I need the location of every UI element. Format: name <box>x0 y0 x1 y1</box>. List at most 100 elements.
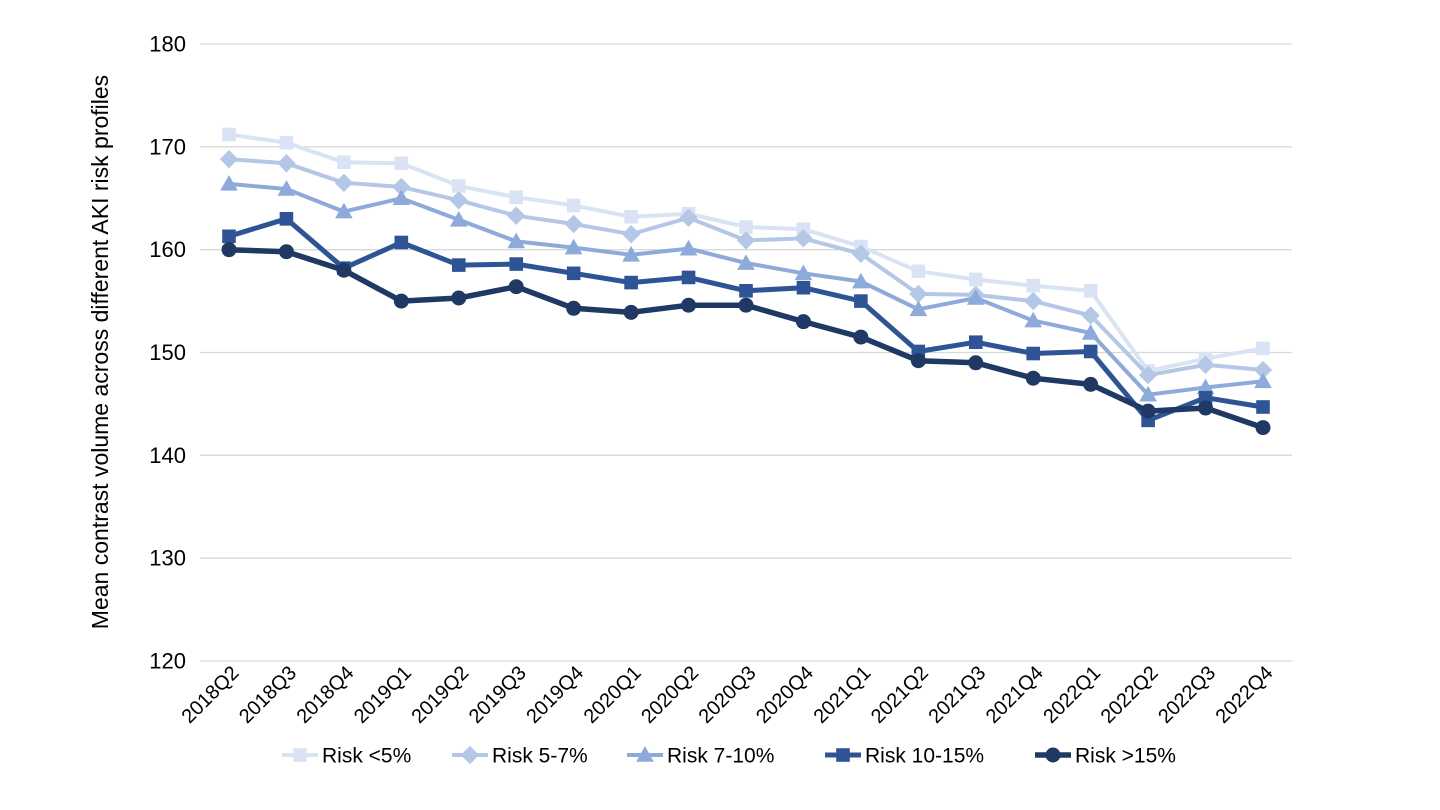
marker-diamond <box>392 177 411 197</box>
marker-triangle <box>1196 378 1215 395</box>
marker-circle <box>968 355 984 371</box>
marker-square <box>1256 400 1270 414</box>
marker-triangle <box>636 746 654 762</box>
marker-circle <box>853 329 869 345</box>
marker-square <box>968 335 983 350</box>
marker-square <box>279 135 294 150</box>
marker-circle <box>1198 400 1214 416</box>
marker-circle <box>1255 420 1271 436</box>
x-label-2020Q2: 2020Q2 <box>637 662 703 728</box>
marker-triangle <box>622 245 640 262</box>
marker-circle <box>221 242 237 258</box>
legend-item-risk-7-10-: Risk 7-10% <box>627 745 774 768</box>
x-label-2020Q4: 2020Q4 <box>752 662 818 728</box>
legend: Risk <5% Risk 5-7% Risk 7-10% Risk 10-15% Ri… <box>282 745 1176 768</box>
marker-square <box>394 235 409 250</box>
x-label-2020Q1: 2020Q1 <box>580 662 646 728</box>
x-label-2021Q4: 2021Q4 <box>982 662 1048 728</box>
series-line <box>226 246 1266 431</box>
x-label-2020Q3: 2020Q3 <box>695 662 761 728</box>
y-tick-label-150: 150 <box>149 340 186 365</box>
legend-label: Risk 7-10% <box>667 745 774 768</box>
marker-diamond <box>219 149 239 169</box>
marker-triangle <box>1139 385 1157 402</box>
x-axis-labels: 2018Q22018Q32018Q42019Q12019Q22019Q32019… <box>178 662 1278 728</box>
x-label-2019Q4: 2019Q4 <box>522 662 588 728</box>
legend-item-risk-10-15-: Risk 10-15% <box>825 745 984 768</box>
marker-square <box>279 212 294 226</box>
legend-label: Risk 10-15% <box>865 745 984 768</box>
marker-square <box>337 155 351 170</box>
marker-square <box>293 748 307 762</box>
marker-square <box>509 257 524 271</box>
marker-triangle <box>392 189 411 206</box>
marker-circle <box>1045 747 1061 763</box>
marker-diamond <box>1138 365 1158 385</box>
marker-diamond <box>851 244 871 263</box>
marker-square <box>624 209 638 224</box>
marker-square <box>1198 390 1213 405</box>
marker-diamond <box>1196 355 1215 375</box>
marker-square <box>836 748 850 762</box>
marker-triangle <box>679 239 698 256</box>
legend-item-risk-15-: Risk >15% <box>1035 745 1176 768</box>
marker-square <box>624 275 638 290</box>
y-tick-label-130: 130 <box>149 546 186 571</box>
marker-circle <box>566 300 582 316</box>
marker-square <box>1026 278 1041 293</box>
marker-diamond <box>564 214 583 234</box>
marker-triangle <box>220 175 238 191</box>
x-label-2018Q4: 2018Q4 <box>293 662 359 728</box>
x-label-2022Q3: 2022Q3 <box>1154 662 1220 728</box>
marker-diamond <box>679 208 698 227</box>
marker-circle <box>795 314 811 330</box>
marker-diamond <box>334 173 354 193</box>
marker-diamond <box>460 745 480 765</box>
x-label-2018Q3: 2018Q3 <box>235 662 301 728</box>
x-label-2021Q2: 2021Q2 <box>867 662 933 728</box>
marker-square <box>1083 344 1098 359</box>
marker-circle <box>623 304 639 320</box>
x-label-2019Q1: 2019Q1 <box>350 662 416 728</box>
marker-triangle <box>449 211 468 227</box>
marker-diamond <box>621 225 641 244</box>
marker-square <box>739 284 753 298</box>
series-layer <box>219 127 1273 436</box>
marker-square <box>394 156 409 171</box>
marker-diamond <box>1253 360 1273 380</box>
marker-triangle <box>1254 372 1272 389</box>
marker-diamond <box>736 231 756 250</box>
marker-diamond <box>449 191 468 210</box>
marker-triangle <box>1081 324 1100 340</box>
marker-triangle <box>277 180 296 196</box>
marker-square <box>1026 346 1041 361</box>
marker-circle <box>1140 403 1156 419</box>
x-label-2022Q1: 2022Q1 <box>1039 662 1105 728</box>
marker-diamond <box>507 206 526 225</box>
marker-circle <box>1083 376 1099 392</box>
marker-square <box>451 179 466 193</box>
series-risk-7-10- <box>220 175 1272 402</box>
marker-square <box>509 190 524 205</box>
y-tick-label-160: 160 <box>149 237 186 262</box>
marker-square <box>911 264 926 279</box>
marker-triangle <box>794 264 813 281</box>
legend-label: Risk >15% <box>1075 745 1176 768</box>
marker-triangle <box>507 232 526 249</box>
marker-diamond <box>1081 306 1100 325</box>
marker-square <box>796 280 811 295</box>
marker-triangle <box>335 202 353 219</box>
x-label-2019Q2: 2019Q2 <box>407 662 473 728</box>
marker-circle <box>681 297 697 313</box>
y-tick-label-120: 120 <box>149 649 186 674</box>
marker-triangle <box>737 254 755 270</box>
marker-square <box>1256 341 1270 356</box>
marker-diamond <box>909 284 928 304</box>
y-tick-label-170: 170 <box>149 134 186 159</box>
series-risk-15- <box>221 242 1271 436</box>
marker-square <box>681 270 696 285</box>
marker-square <box>968 272 983 287</box>
marker-square <box>796 222 811 236</box>
